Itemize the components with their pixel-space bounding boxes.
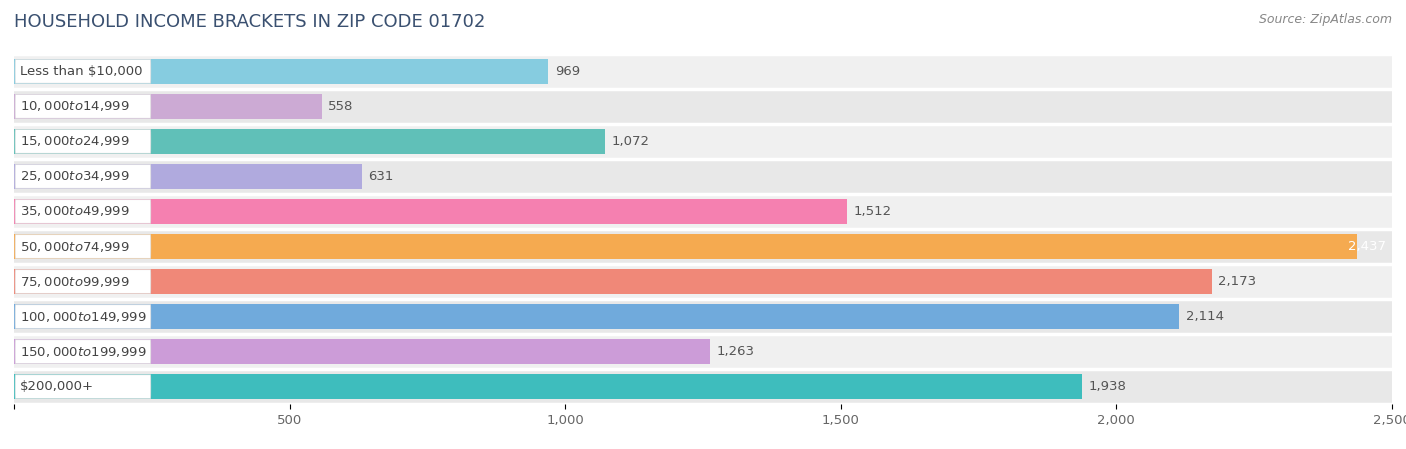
Text: 558: 558 bbox=[328, 100, 353, 113]
Text: 1,263: 1,263 bbox=[717, 345, 755, 358]
Bar bbox=[14, 164, 361, 189]
FancyBboxPatch shape bbox=[15, 130, 150, 153]
FancyBboxPatch shape bbox=[15, 60, 150, 83]
Bar bbox=[14, 269, 1212, 294]
Text: 1,072: 1,072 bbox=[612, 135, 650, 148]
Bar bbox=[14, 194, 1392, 229]
FancyBboxPatch shape bbox=[15, 340, 150, 363]
Bar bbox=[14, 124, 1392, 159]
Bar bbox=[14, 199, 848, 224]
Text: 1,938: 1,938 bbox=[1088, 380, 1126, 393]
FancyBboxPatch shape bbox=[15, 95, 150, 118]
Text: $200,000+: $200,000+ bbox=[20, 380, 94, 393]
Text: $75,000 to $99,999: $75,000 to $99,999 bbox=[20, 274, 129, 289]
Bar bbox=[14, 369, 1392, 404]
Bar bbox=[14, 129, 605, 154]
Text: 2,437: 2,437 bbox=[1348, 240, 1386, 253]
Bar bbox=[14, 94, 322, 119]
Bar bbox=[14, 59, 548, 84]
FancyBboxPatch shape bbox=[15, 235, 150, 258]
FancyBboxPatch shape bbox=[15, 375, 150, 398]
Text: $35,000 to $49,999: $35,000 to $49,999 bbox=[20, 204, 129, 219]
Bar bbox=[14, 159, 1392, 194]
Bar bbox=[14, 54, 1392, 89]
Text: HOUSEHOLD INCOME BRACKETS IN ZIP CODE 01702: HOUSEHOLD INCOME BRACKETS IN ZIP CODE 01… bbox=[14, 13, 485, 31]
Text: $50,000 to $74,999: $50,000 to $74,999 bbox=[20, 239, 129, 254]
Bar bbox=[14, 234, 1357, 259]
Bar bbox=[14, 89, 1392, 124]
Bar bbox=[14, 374, 1083, 399]
Bar bbox=[14, 229, 1392, 264]
Text: 631: 631 bbox=[368, 170, 394, 183]
Bar bbox=[14, 264, 1392, 299]
Text: 2,173: 2,173 bbox=[1219, 275, 1257, 288]
Text: $25,000 to $34,999: $25,000 to $34,999 bbox=[20, 169, 129, 184]
Text: $15,000 to $24,999: $15,000 to $24,999 bbox=[20, 134, 129, 149]
FancyBboxPatch shape bbox=[15, 305, 150, 328]
Bar bbox=[14, 299, 1392, 334]
Text: Source: ZipAtlas.com: Source: ZipAtlas.com bbox=[1258, 13, 1392, 26]
Bar bbox=[14, 339, 710, 364]
Bar bbox=[14, 304, 1180, 329]
Text: $100,000 to $149,999: $100,000 to $149,999 bbox=[20, 309, 146, 324]
Text: Less than $10,000: Less than $10,000 bbox=[20, 65, 142, 78]
Text: 2,114: 2,114 bbox=[1185, 310, 1223, 323]
FancyBboxPatch shape bbox=[15, 200, 150, 223]
FancyBboxPatch shape bbox=[15, 165, 150, 188]
Text: $150,000 to $199,999: $150,000 to $199,999 bbox=[20, 344, 146, 359]
FancyBboxPatch shape bbox=[15, 270, 150, 293]
Text: $10,000 to $14,999: $10,000 to $14,999 bbox=[20, 99, 129, 114]
Text: 1,512: 1,512 bbox=[853, 205, 893, 218]
Bar bbox=[14, 334, 1392, 369]
Text: 969: 969 bbox=[555, 65, 579, 78]
